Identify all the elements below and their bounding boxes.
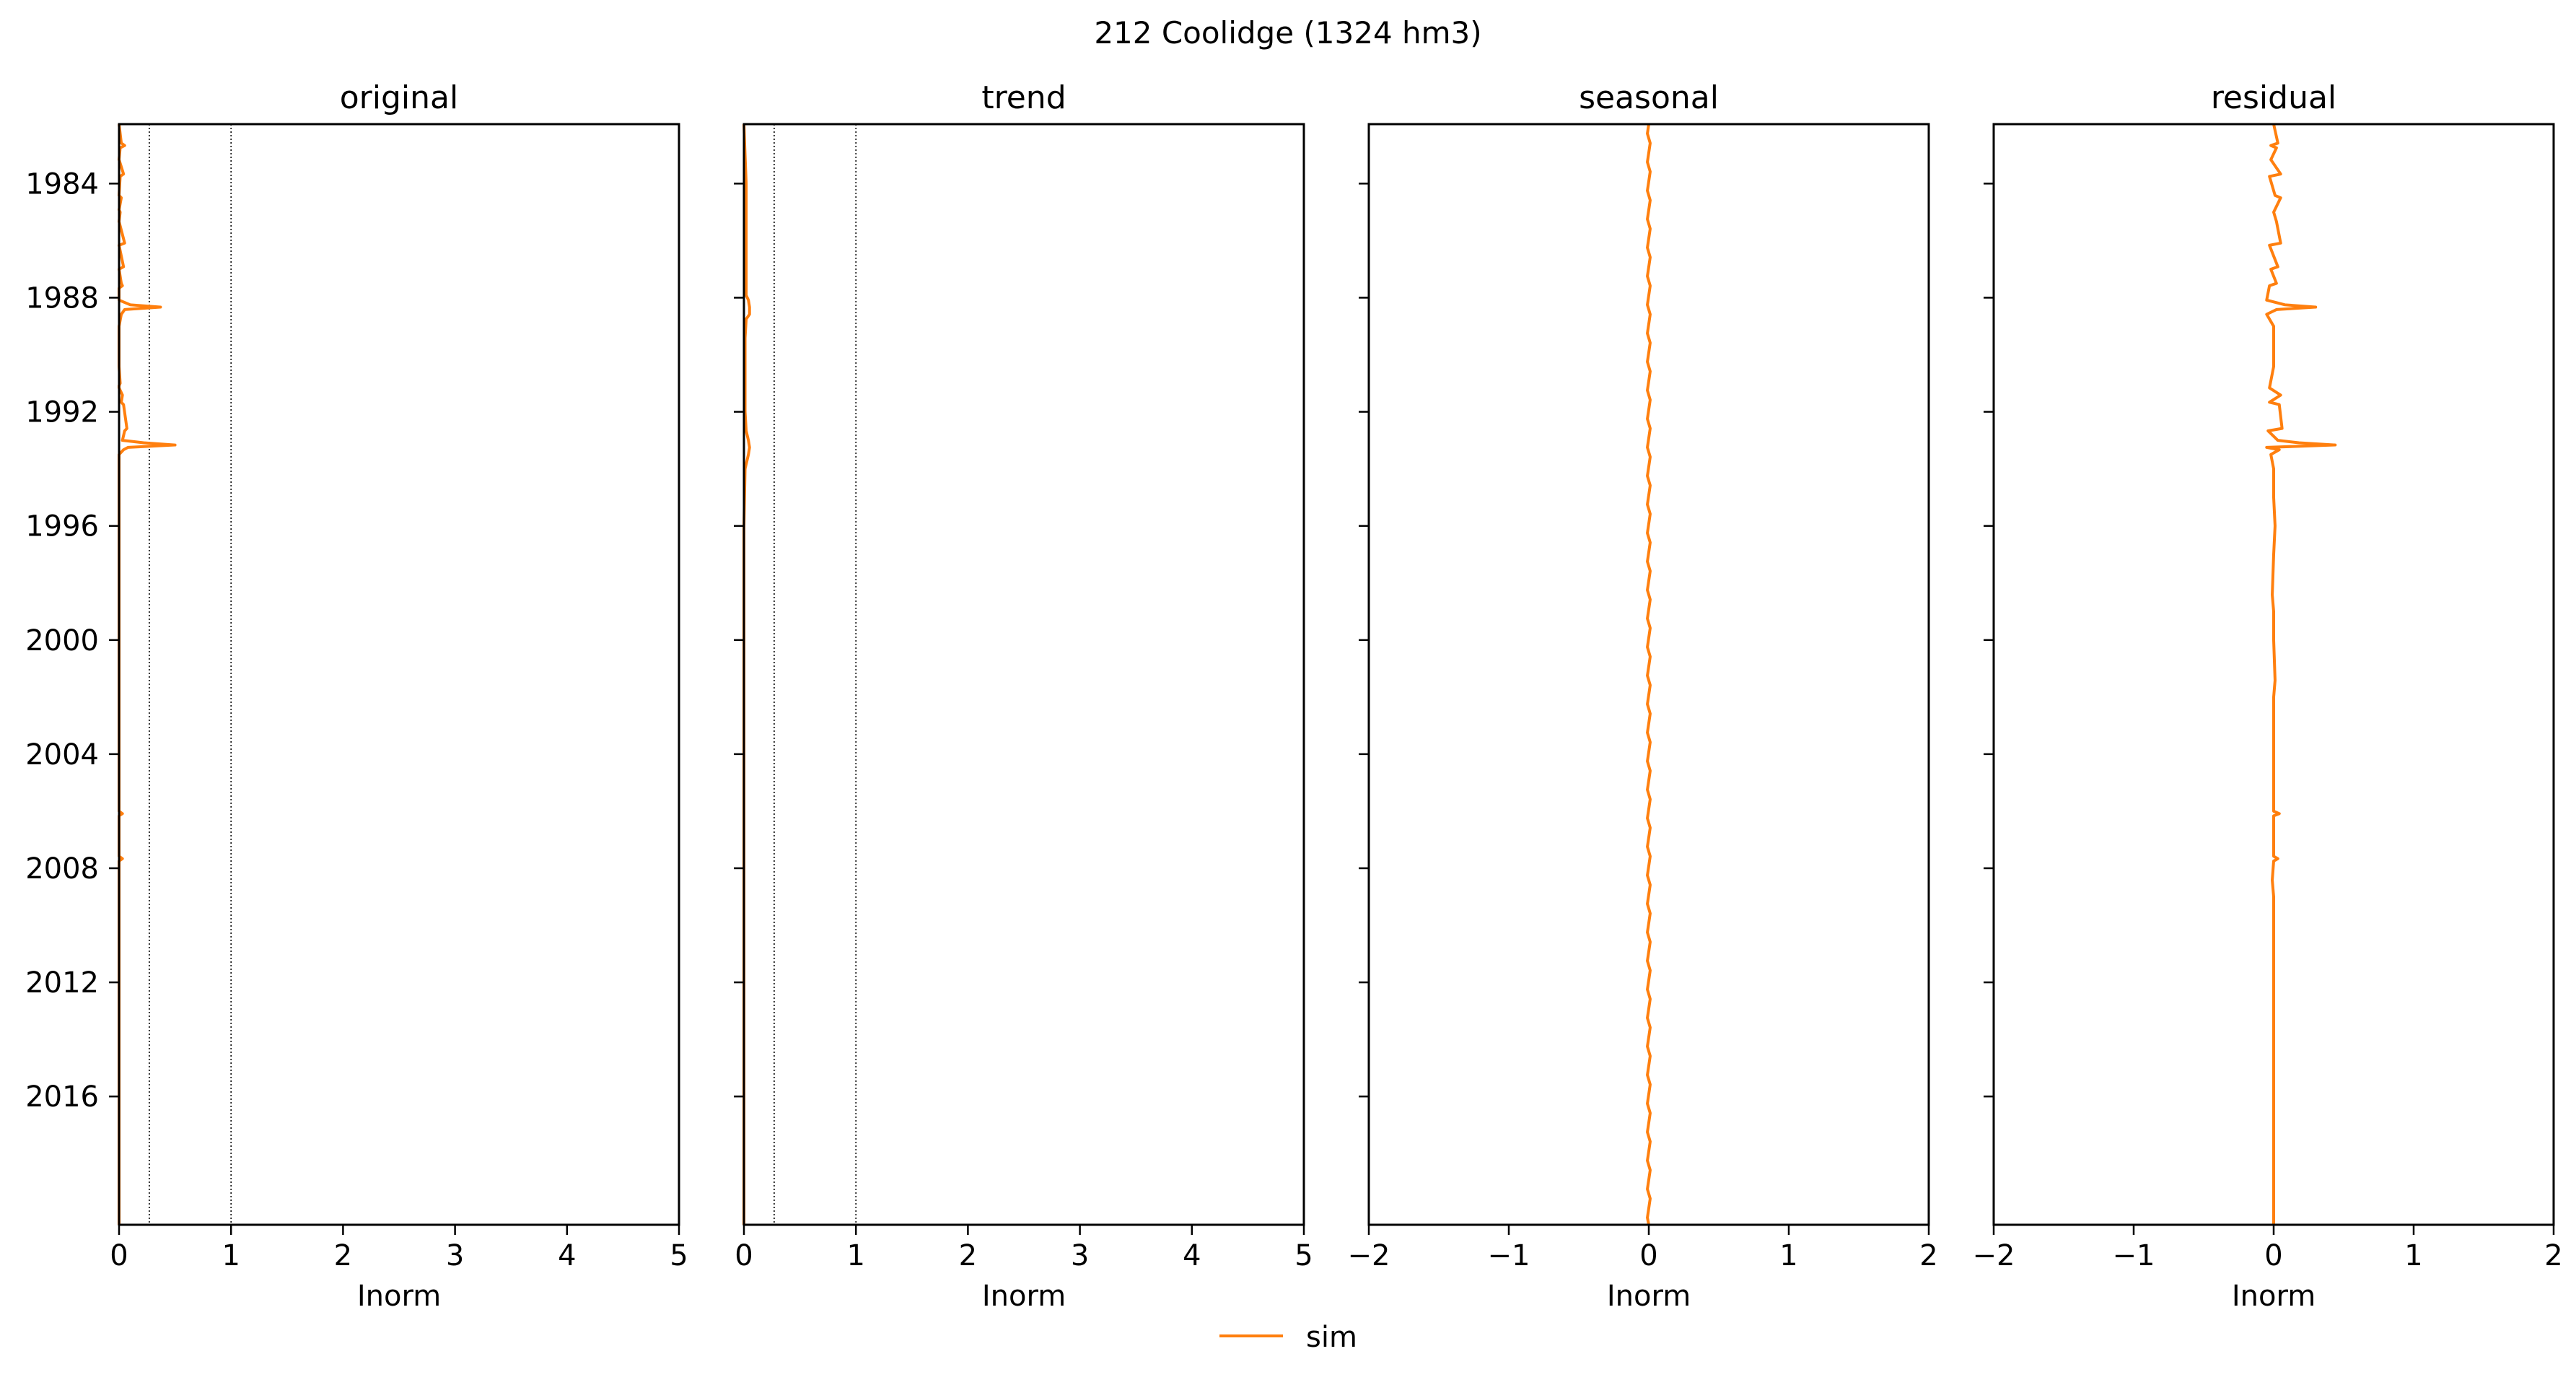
x-tick-label: −2: [1348, 1239, 1390, 1272]
subplot-trend: trend 0 1 2 3 4 5 Inorm: [734, 79, 1313, 1313]
x-tick-label: 5: [670, 1239, 688, 1272]
x-tick-label: 0: [735, 1239, 753, 1272]
y-tick-label: 1988: [25, 281, 99, 315]
y-tick-label: 2004: [25, 738, 99, 772]
subplot-title: seasonal: [1579, 79, 1719, 116]
y-tick-label: 1984: [25, 167, 99, 201]
x-tick-label: 2: [334, 1239, 352, 1272]
x-tick-label: 0: [2264, 1239, 2282, 1272]
y-tick-label: 2000: [25, 624, 99, 657]
y-tick-label: 2016: [25, 1080, 99, 1114]
x-tick-label: 1: [222, 1239, 240, 1272]
x-tick-label: 1: [846, 1239, 864, 1272]
x-tick-label: 3: [1071, 1239, 1089, 1272]
subplot-residual: residual −2 −1 0 1 2 Inorm: [1973, 79, 2563, 1313]
x-tick-label: 0: [110, 1239, 128, 1272]
legend-label-sim: sim: [1306, 1321, 1357, 1354]
y-tick-label: 2008: [25, 852, 99, 886]
y-tick-label: 2012: [25, 966, 99, 1000]
x-tick-label: 1: [2404, 1239, 2422, 1272]
x-tick-label: 2: [2544, 1239, 2562, 1272]
x-tick-label: −2: [1973, 1239, 2015, 1272]
x-tick-label: 4: [1183, 1239, 1201, 1272]
subplot-seasonal: seasonal −2 −1 0 1 2 Inorm: [1348, 79, 1938, 1313]
series-line-sim: [2265, 123, 2337, 1225]
x-tick-label: 5: [1294, 1239, 1313, 1272]
subplot-title: original: [340, 79, 458, 116]
series-line-sim: [1646, 123, 1652, 1225]
legend: sim: [1219, 1321, 1357, 1354]
x-axis-label: Inorm: [1607, 1280, 1691, 1313]
x-tick-label: 3: [446, 1239, 464, 1272]
x-axis-label: Inorm: [2232, 1280, 2316, 1313]
subplot-title: residual: [2211, 79, 2336, 116]
subplot-title: trend: [981, 79, 1066, 116]
figure-suptitle: 212 Coolidge (1324 hm3): [1094, 15, 1481, 51]
axes-frame: [742, 123, 1305, 1226]
axes-frame: [118, 123, 680, 1226]
x-tick-label: 0: [1639, 1239, 1657, 1272]
x-tick-label: 2: [1919, 1239, 1937, 1272]
x-tick-label: 1: [1779, 1239, 1797, 1272]
x-tick-label: 4: [558, 1239, 576, 1272]
x-axis-label: Inorm: [357, 1280, 441, 1313]
y-tick-label: 1996: [25, 510, 99, 543]
x-tick-label: −1: [1488, 1239, 1530, 1272]
y-tick-label: 1992: [25, 396, 99, 429]
x-tick-label: −1: [2113, 1239, 2155, 1272]
x-axis-label: Inorm: [982, 1280, 1066, 1313]
x-tick-label: 2: [959, 1239, 977, 1272]
subplot-original: original 0 1 2 3 4 5 Inorm 1984 1988 1992 1996 2000 2…: [25, 79, 688, 1313]
